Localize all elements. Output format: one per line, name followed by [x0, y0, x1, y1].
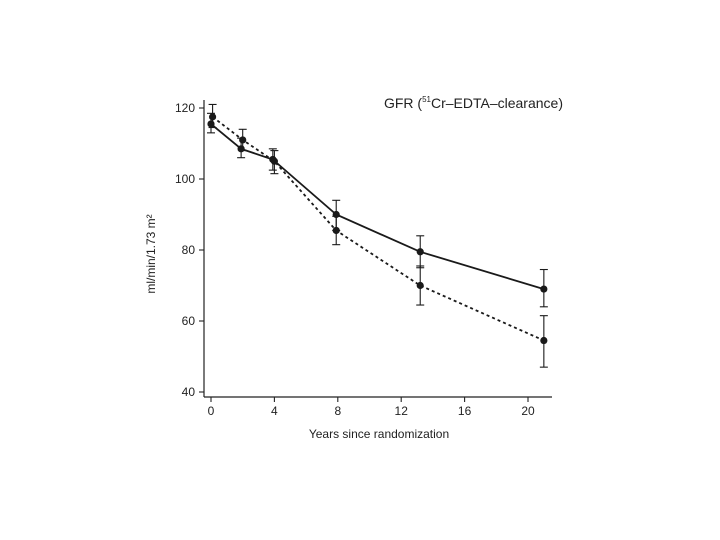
- x-axis-title: Years since randomization: [309, 427, 449, 441]
- x-tick-label: 4: [271, 404, 278, 418]
- data-point: [207, 120, 215, 128]
- chart-title-superscript: 51: [422, 95, 431, 104]
- series-group: [207, 103, 548, 368]
- x-tick-label: 8: [334, 404, 341, 418]
- data-point: [332, 226, 340, 235]
- chart-title-prefix: GFR (: [384, 95, 422, 111]
- y-tick-label: 80: [182, 243, 196, 257]
- series-dashed: [208, 103, 548, 368]
- y-tick-label: 120: [175, 101, 195, 115]
- y-tick-label: 60: [182, 314, 196, 328]
- data-point: [540, 336, 548, 345]
- data-point: [416, 281, 424, 290]
- chart-title: GFR (51Cr–EDTA–clearance): [384, 95, 563, 111]
- data-point: [270, 157, 278, 165]
- chart-title-suffix: Cr–EDTA–clearance): [431, 95, 563, 111]
- series-line-dashed: [212, 116, 545, 342]
- data-point: [540, 285, 548, 293]
- series-line-solid: [210, 123, 545, 290]
- y-tick-label: 100: [175, 172, 195, 186]
- data-point: [239, 136, 247, 144]
- series-solid: [207, 112, 548, 308]
- data-point: [416, 248, 424, 256]
- x-tick-label: 12: [395, 404, 409, 418]
- data-point: [208, 113, 217, 121]
- axes: 40 60 80 100 120 0 4 8 12 16 20: [175, 100, 552, 418]
- x-tick-label: 0: [208, 404, 215, 418]
- data-point: [237, 145, 245, 153]
- y-axis-title: ml/min/1.73 m²: [144, 214, 158, 293]
- x-tick-label: 16: [458, 404, 472, 418]
- x-tick-label: 20: [521, 404, 535, 418]
- y-tick-label: 40: [182, 385, 196, 399]
